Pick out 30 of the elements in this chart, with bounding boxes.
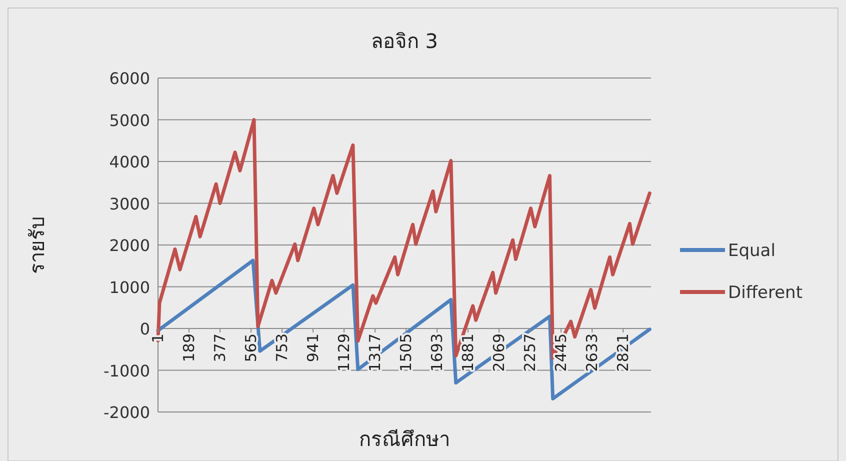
- x-axis-title: กรณีศึกษา: [359, 427, 450, 451]
- y-tick-label: 5000: [109, 110, 150, 130]
- x-tick-label: 2445: [552, 334, 570, 372]
- y-tick-label: 1000: [109, 278, 150, 297]
- x-tick-label: 941: [304, 334, 322, 362]
- x-tick-label: 1881: [459, 334, 478, 372]
- x-tick-label: 377: [211, 334, 230, 362]
- x-tick-label: 2633: [583, 334, 602, 372]
- x-tick-label: 753: [273, 334, 292, 362]
- y-tick-label: -2000: [104, 403, 150, 422]
- legend-label: Different: [728, 283, 803, 303]
- x-tick-label: 1693: [428, 334, 446, 372]
- x-tick-label: 2821: [614, 334, 632, 372]
- y-tick-label: 6000: [109, 69, 150, 88]
- x-tick-label: 1317: [366, 334, 384, 372]
- chart-title: ลอจิก 3: [370, 29, 438, 53]
- y-tick-label: 3000: [109, 194, 150, 214]
- x-tick-label: 1129: [335, 334, 354, 372]
- y-axis-title: รายรับ: [25, 216, 49, 274]
- x-tick-label: 2257: [521, 334, 540, 372]
- x-tick-label: 1505: [397, 334, 416, 372]
- y-tick-label: 2000: [109, 236, 150, 255]
- y-tick-label: -1000: [104, 361, 150, 380]
- y-tick-label: 4000: [109, 152, 150, 172]
- x-tick-label: 189: [180, 334, 198, 362]
- legend-label: Equal: [728, 241, 776, 261]
- x-tick-label: 1: [149, 334, 167, 344]
- x-tick-label: 565: [242, 334, 260, 362]
- x-tick-label: 2069: [490, 334, 508, 372]
- y-tick-label: 0: [140, 320, 150, 338]
